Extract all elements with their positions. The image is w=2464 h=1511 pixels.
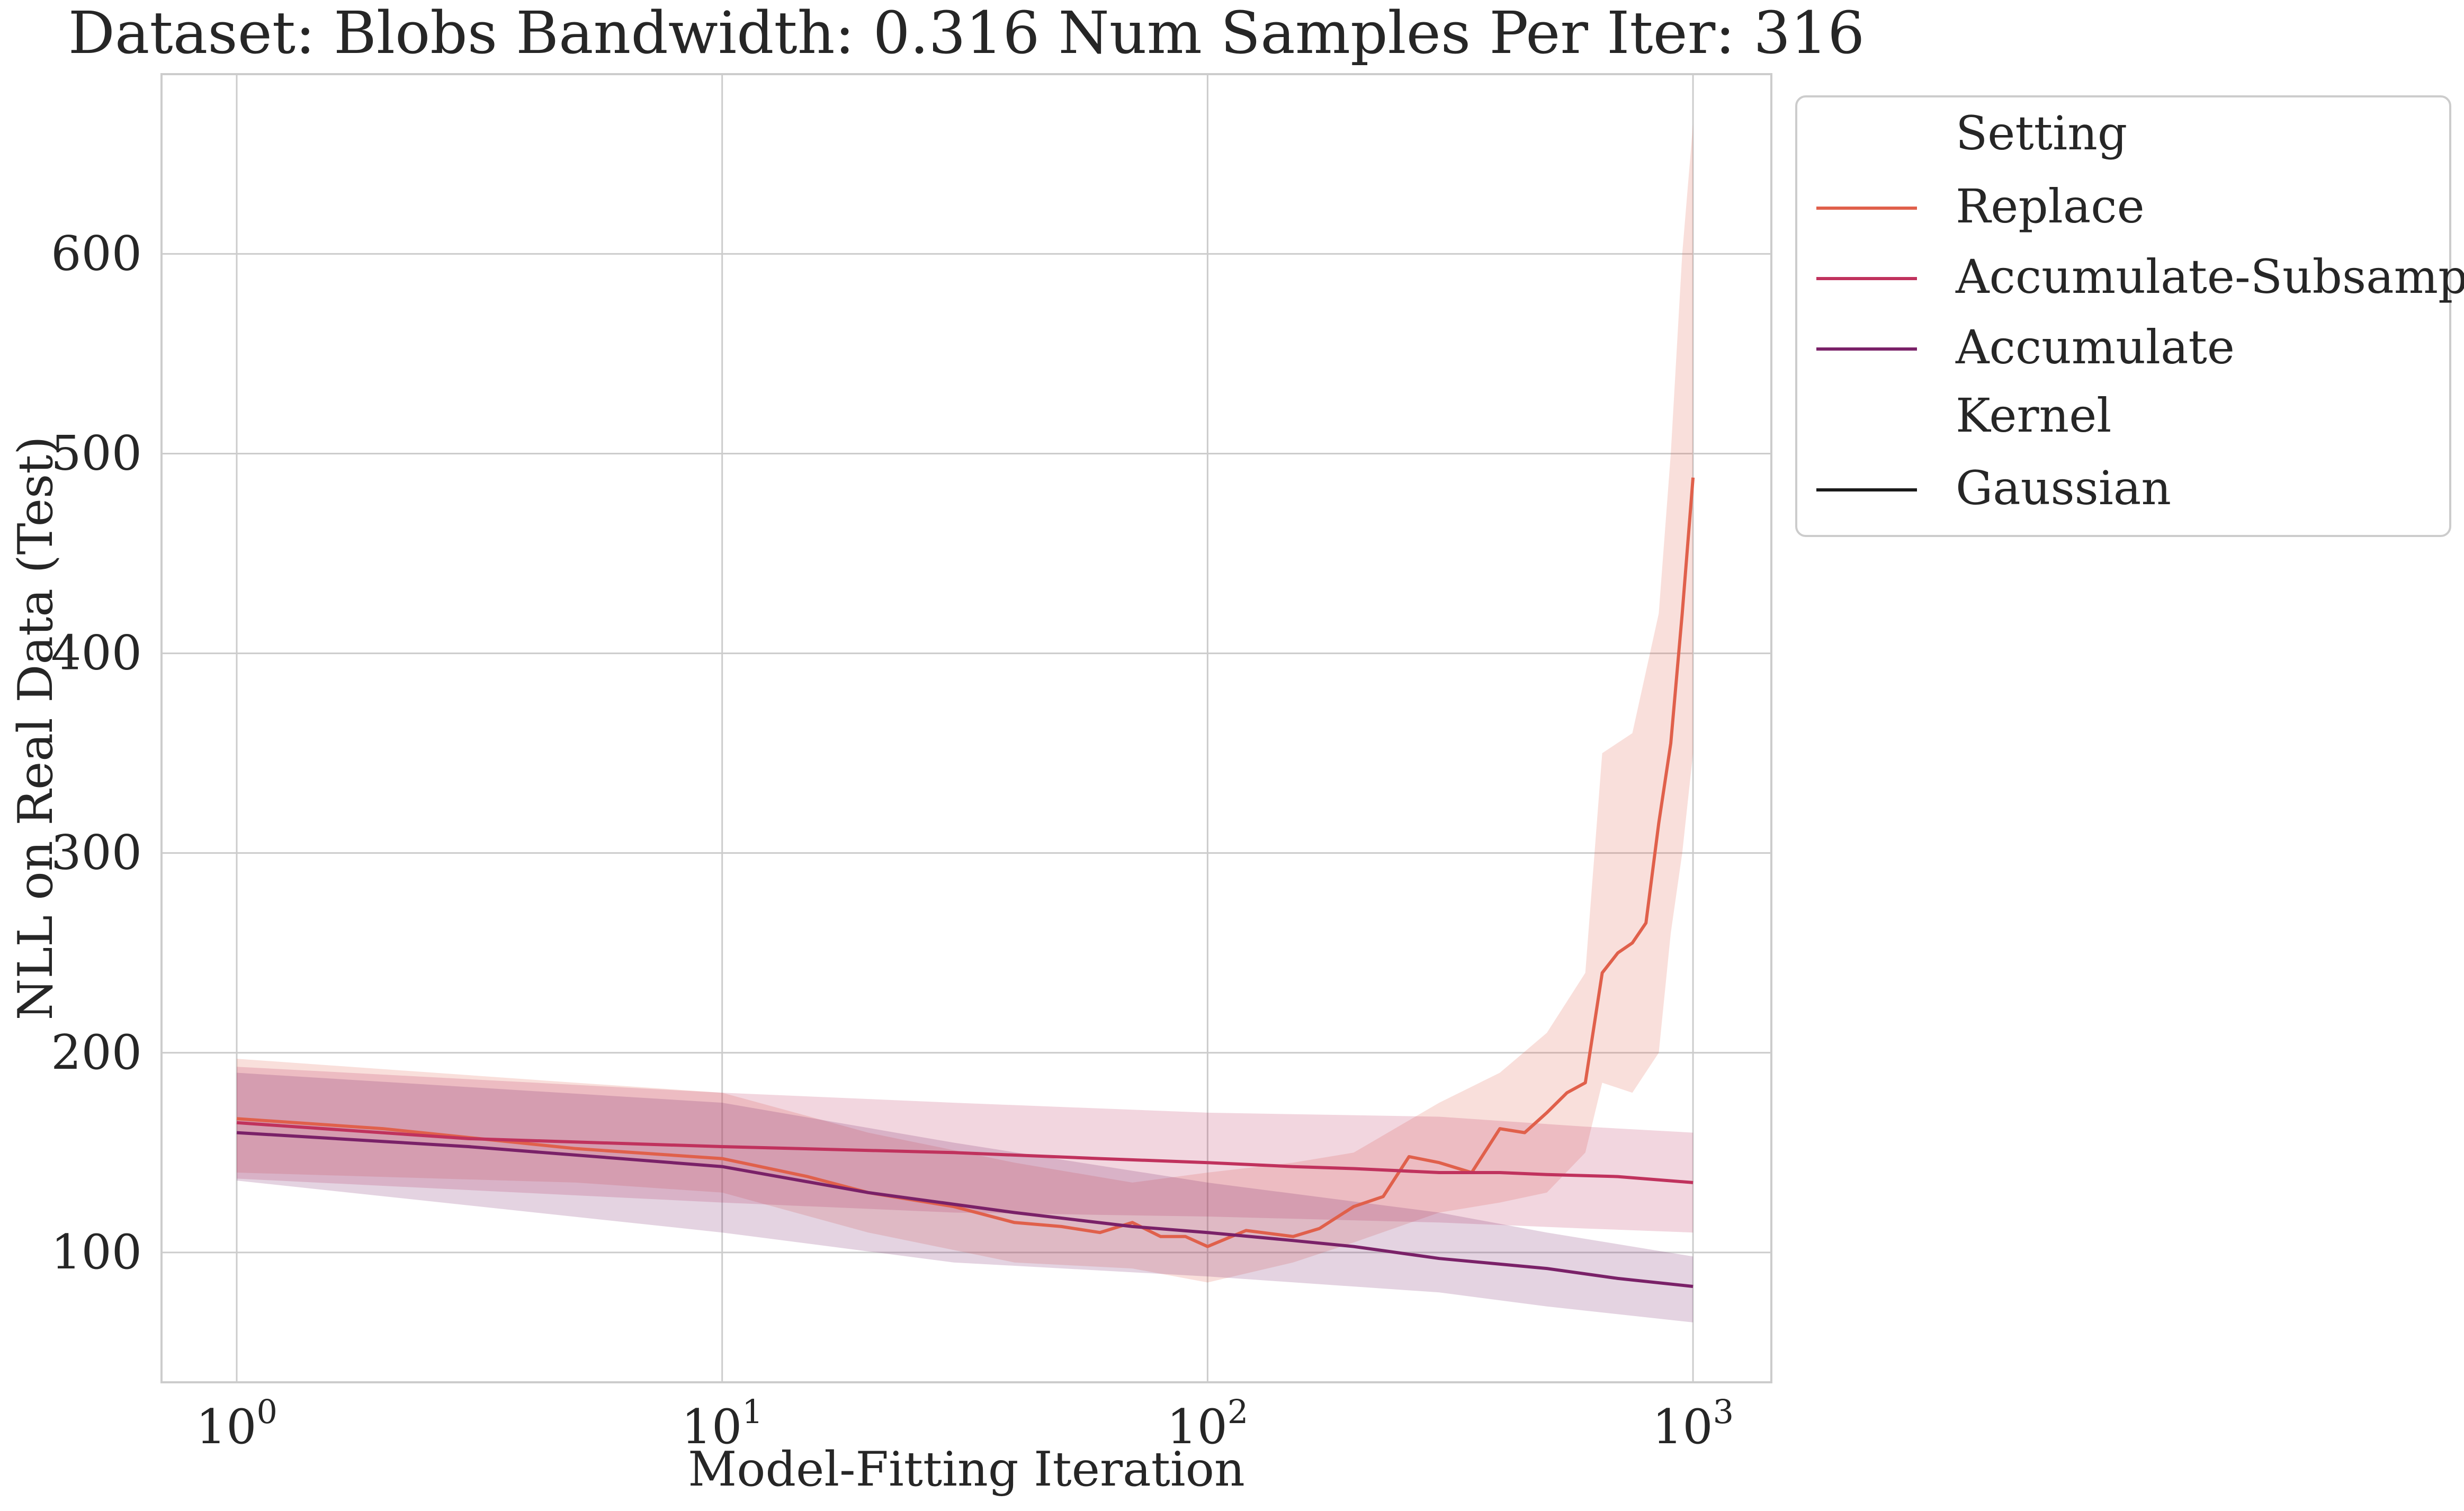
y-tick-label: 500: [51, 425, 142, 481]
x-tick-label: 101: [682, 1392, 763, 1455]
y-tick-label: 200: [51, 1025, 142, 1080]
tick-labels: 100 101 102 103 100 200 300 400 500 600: [51, 226, 1734, 1455]
confidence-bands: [237, 124, 1694, 1322]
band-accumulate-subsample: [237, 1067, 1694, 1233]
series-lines: [236, 477, 1695, 1288]
line-accumulate-subsample: [236, 1121, 1694, 1184]
legend: Setting Replace Accumulate-Subsample Accum…: [1795, 95, 2464, 537]
y-tick-label: 400: [51, 625, 142, 681]
legend-kernel-title: Kernel: [1956, 388, 2111, 443]
legend-label-replace: Replace: [1956, 179, 2145, 234]
band-replace: [237, 124, 1694, 1283]
y-tick-label: 600: [51, 226, 142, 281]
grid: [162, 74, 1771, 1382]
legend-label-gaussian: Gaussian: [1956, 461, 2171, 515]
y-axis-label: NLL on Real Data (Test): [8, 436, 64, 1021]
legend-label-accumulate-subsample: Accumulate-Subsample: [1955, 249, 2464, 304]
x-tick-label: 103: [1652, 1392, 1734, 1455]
x-axis-label: Model-Fitting Iteration: [688, 1442, 1245, 1497]
line-accumulate: [236, 1131, 1694, 1288]
legend-box: [1795, 95, 2451, 537]
x-tick-label: 100: [196, 1392, 277, 1455]
x-tick-label: 102: [1167, 1392, 1248, 1455]
band-accumulate: [237, 1072, 1694, 1322]
legend-label-accumulate: Accumulate: [1955, 320, 2235, 374]
plot-frame: [160, 73, 1772, 1383]
legend-setting-title: Setting: [1956, 106, 2127, 160]
y-tick-label: 100: [51, 1224, 142, 1280]
y-tick-label: 300: [51, 825, 142, 881]
chart-title: Dataset: Blobs Bandwidth: 0.316 Num Samp…: [68, 0, 1865, 67]
